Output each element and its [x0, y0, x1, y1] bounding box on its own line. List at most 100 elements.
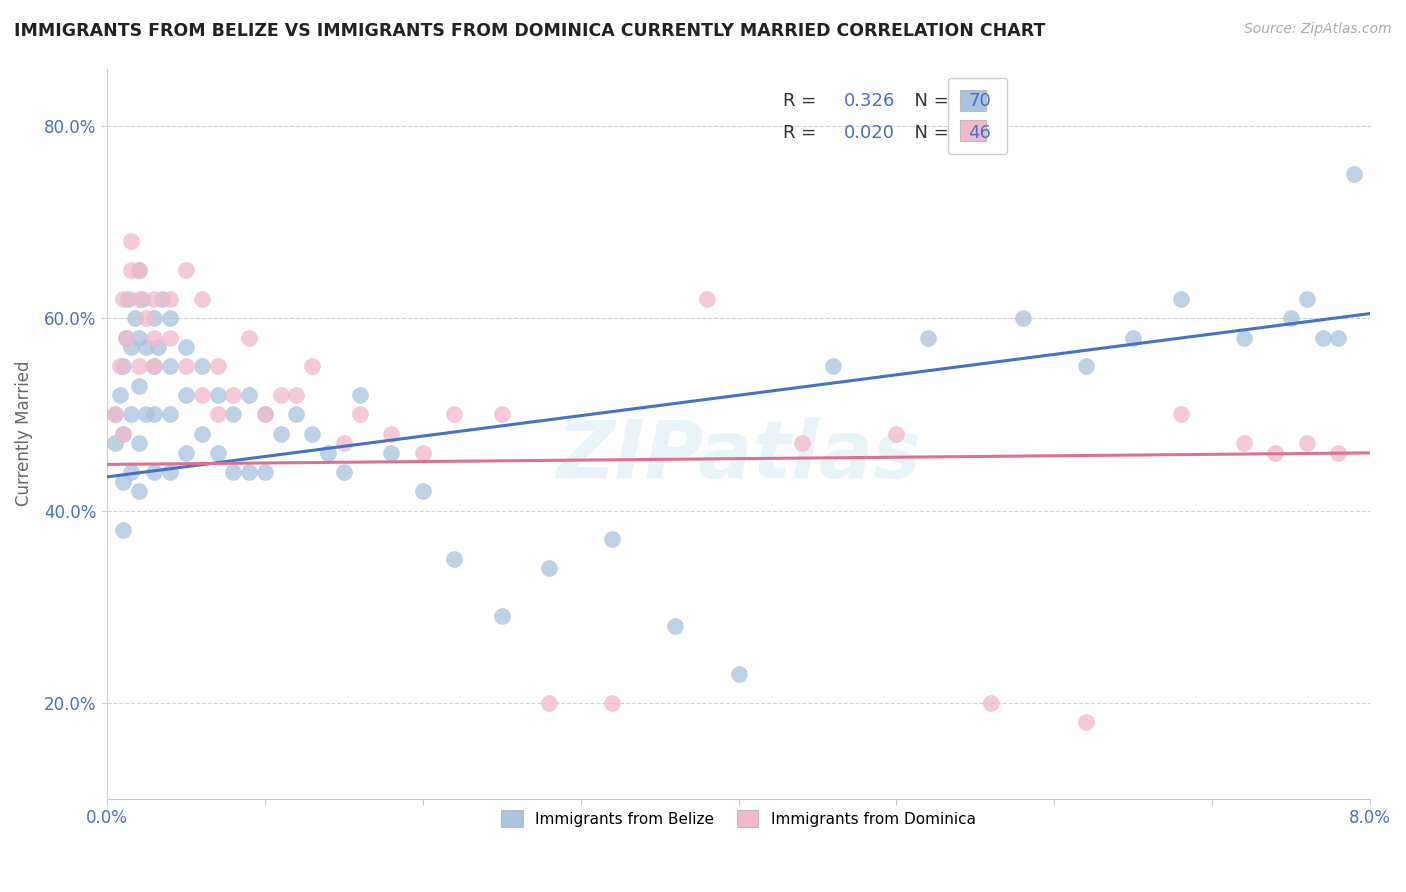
Point — [333, 436, 356, 450]
Point — [143, 311, 166, 326]
Point — [285, 388, 308, 402]
Point — [174, 446, 197, 460]
Point — [146, 340, 169, 354]
Point — [1296, 292, 1319, 306]
Point — [207, 408, 229, 422]
Point — [238, 330, 260, 344]
Text: ZIPatlas: ZIPatlas — [555, 417, 921, 494]
Point — [120, 465, 142, 479]
Point — [143, 292, 166, 306]
Point — [108, 359, 131, 374]
Point — [412, 446, 434, 460]
Point — [207, 388, 229, 402]
Point — [159, 330, 181, 344]
Point — [1296, 436, 1319, 450]
Point — [253, 465, 276, 479]
Point — [886, 426, 908, 441]
Text: 46: 46 — [969, 124, 991, 142]
Point — [120, 340, 142, 354]
Point — [190, 359, 212, 374]
Point — [135, 408, 157, 422]
Point — [124, 311, 146, 326]
Point — [301, 426, 323, 441]
Point — [159, 311, 181, 326]
Point — [135, 311, 157, 326]
Point — [207, 359, 229, 374]
Point — [222, 408, 245, 422]
Point — [159, 408, 181, 422]
Point — [108, 388, 131, 402]
Point — [128, 292, 150, 306]
Point — [1170, 292, 1192, 306]
Point — [253, 408, 276, 422]
Text: R =: R = — [783, 93, 821, 111]
Point — [538, 561, 561, 575]
Point — [380, 426, 402, 441]
Point — [150, 292, 173, 306]
Point — [174, 340, 197, 354]
Point — [174, 388, 197, 402]
Point — [128, 330, 150, 344]
Text: 0.326: 0.326 — [844, 93, 894, 111]
Point — [1327, 446, 1350, 460]
Point — [143, 408, 166, 422]
Point — [174, 359, 197, 374]
Point — [131, 292, 153, 306]
Point — [111, 475, 134, 489]
Point — [190, 292, 212, 306]
Point — [600, 533, 623, 547]
Point — [111, 292, 134, 306]
Text: 0.020: 0.020 — [844, 124, 894, 142]
Point — [917, 330, 939, 344]
Text: IMMIGRANTS FROM BELIZE VS IMMIGRANTS FROM DOMINICA CURRENTLY MARRIED CORRELATION: IMMIGRANTS FROM BELIZE VS IMMIGRANTS FRO… — [14, 22, 1046, 40]
Point — [301, 359, 323, 374]
Text: N =: N = — [903, 93, 955, 111]
Point — [790, 436, 813, 450]
Point — [104, 408, 127, 422]
Point — [1170, 408, 1192, 422]
Point — [120, 408, 142, 422]
Point — [111, 359, 134, 374]
Point — [111, 426, 134, 441]
Point — [128, 359, 150, 374]
Point — [980, 696, 1002, 710]
Point — [380, 446, 402, 460]
Point — [1074, 359, 1097, 374]
Point — [143, 359, 166, 374]
Point — [443, 551, 465, 566]
Point — [104, 436, 127, 450]
Point — [316, 446, 339, 460]
Point — [823, 359, 845, 374]
Point — [1312, 330, 1334, 344]
Point — [174, 263, 197, 277]
Point — [159, 465, 181, 479]
Point — [135, 340, 157, 354]
Point — [1233, 330, 1256, 344]
Point — [696, 292, 718, 306]
Point — [349, 408, 371, 422]
Point — [491, 408, 513, 422]
Point — [727, 667, 749, 681]
Point — [285, 408, 308, 422]
Point — [111, 426, 134, 441]
Point — [190, 388, 212, 402]
Point — [1233, 436, 1256, 450]
Y-axis label: Currently Married: Currently Married — [15, 361, 32, 507]
Point — [128, 263, 150, 277]
Point — [117, 292, 139, 306]
Point — [491, 609, 513, 624]
Point — [238, 388, 260, 402]
Point — [128, 263, 150, 277]
Point — [1011, 311, 1033, 326]
Point — [111, 523, 134, 537]
Legend: Immigrants from Belize, Immigrants from Dominica: Immigrants from Belize, Immigrants from … — [494, 802, 983, 835]
Point — [159, 292, 181, 306]
Point — [128, 378, 150, 392]
Point — [128, 484, 150, 499]
Point — [253, 408, 276, 422]
Point — [238, 465, 260, 479]
Point — [1343, 167, 1365, 181]
Point — [1122, 330, 1144, 344]
Point — [143, 330, 166, 344]
Point — [120, 235, 142, 249]
